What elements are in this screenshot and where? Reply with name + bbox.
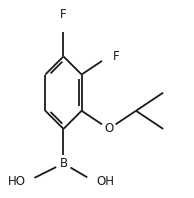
Text: O: O — [104, 122, 113, 135]
Text: OH: OH — [96, 175, 114, 188]
Text: HO: HO — [7, 175, 25, 188]
Text: B: B — [59, 157, 68, 170]
Text: F: F — [60, 8, 67, 21]
Text: F: F — [113, 50, 120, 63]
